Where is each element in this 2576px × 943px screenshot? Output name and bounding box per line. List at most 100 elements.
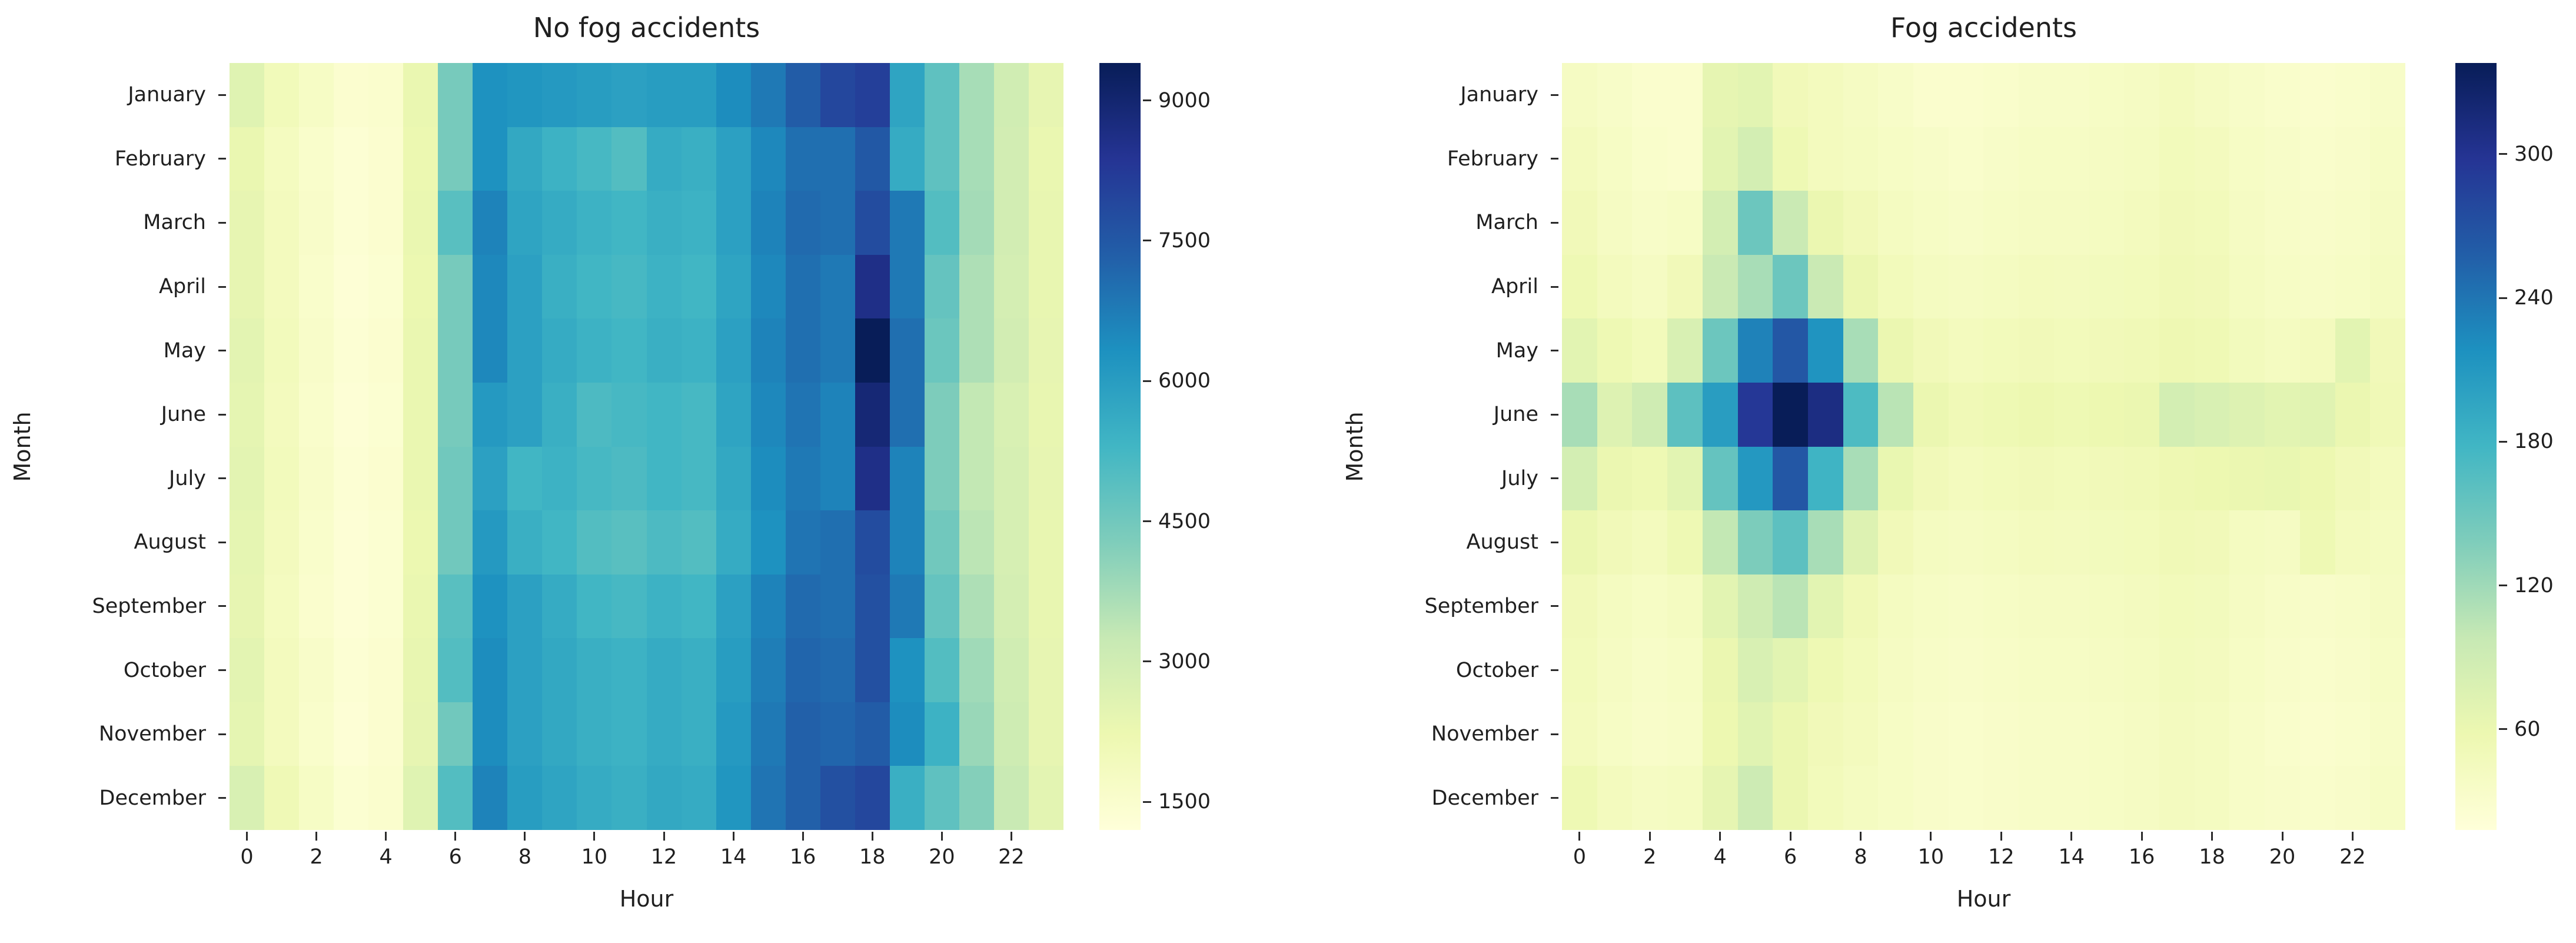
heatmap-cell xyxy=(2299,766,2335,830)
heatmap-cell xyxy=(473,446,508,511)
heatmap-cell xyxy=(264,254,300,319)
x-tick-label: 18 xyxy=(2199,845,2225,869)
heatmap-cell xyxy=(2019,63,2054,127)
heatmap-cell xyxy=(785,702,820,766)
heatmap-cell xyxy=(889,766,925,830)
heatmap-cell xyxy=(2124,63,2160,127)
y-tick-mark xyxy=(1551,733,1558,735)
x-tick-mark xyxy=(802,832,804,841)
heatmap-cell xyxy=(1843,766,1879,830)
heatmap-cell xyxy=(403,63,438,127)
heatmap-cell xyxy=(299,702,334,766)
heatmap-cell xyxy=(2335,63,2371,127)
colorbar-tick-label: 9000 xyxy=(1158,88,1211,112)
heatmap-cell xyxy=(820,510,855,575)
heatmap-cell xyxy=(264,510,300,575)
x-tick-label: 0 xyxy=(240,845,254,869)
heatmap-cell xyxy=(2053,63,2089,127)
heatmap-cell xyxy=(507,318,543,383)
x-tick-mark xyxy=(2000,832,2002,841)
y-tick-label: March xyxy=(1475,211,1538,235)
heatmap-cell xyxy=(820,191,855,255)
heatmap-cell xyxy=(646,766,682,830)
heatmap-cell xyxy=(646,574,682,639)
heatmap-cell xyxy=(368,510,404,575)
heatmap-cell xyxy=(1562,446,1597,511)
heatmap-cell xyxy=(1773,574,1808,639)
y-tick-label: July xyxy=(169,466,206,490)
heatmap-cell xyxy=(438,702,473,766)
heatmap-cell xyxy=(577,766,612,830)
heatmap-cell xyxy=(2089,254,2125,319)
heatmap-cell xyxy=(2265,318,2300,383)
heatmap-cell xyxy=(473,254,508,319)
heatmap-cell xyxy=(2124,254,2160,319)
heatmap-cell xyxy=(785,510,820,575)
heatmap-cell xyxy=(507,638,543,702)
heatmap-cell xyxy=(2265,382,2300,447)
heatmap-cell xyxy=(2194,127,2230,191)
heatmap-cell xyxy=(646,127,682,191)
heatmap-cell xyxy=(542,63,577,127)
heatmap-cell xyxy=(646,446,682,511)
heatmap-cell xyxy=(2370,446,2405,511)
heatmap-cell xyxy=(507,191,543,255)
heatmap-cell xyxy=(611,382,647,447)
heatmap-cell xyxy=(577,63,612,127)
heatmap-cell xyxy=(2194,510,2230,575)
heatmap-cell xyxy=(438,574,473,639)
heatmap-cell xyxy=(889,510,925,575)
heatmap-cell xyxy=(507,127,543,191)
heatmap-cell xyxy=(2019,766,2054,830)
heatmap-cell xyxy=(2053,191,2089,255)
y-tick-mark xyxy=(218,733,226,735)
heatmap-cell xyxy=(1773,254,1808,319)
heatmap-cell xyxy=(368,638,404,702)
heatmap-cell xyxy=(1562,63,1597,127)
heatmap-cell xyxy=(924,254,959,319)
heatmap-cell xyxy=(403,191,438,255)
heatmap-cell xyxy=(1983,254,2019,319)
heatmap-cell xyxy=(1878,702,1914,766)
colorbar-tick-mark xyxy=(1143,520,1151,523)
colorbar-tick-mark xyxy=(2499,297,2507,299)
heatmap-cell xyxy=(820,127,855,191)
heatmap-cell xyxy=(1667,63,1703,127)
heatmap-cell xyxy=(542,254,577,319)
heatmap-cell xyxy=(230,446,265,511)
heatmap-cell xyxy=(577,382,612,447)
x-tick-label: 20 xyxy=(2269,845,2296,869)
heatmap-cell xyxy=(1948,318,1984,383)
heatmap-cell xyxy=(1667,254,1703,319)
heatmap-cell xyxy=(611,127,647,191)
heatmap-cell xyxy=(1028,382,1063,447)
colorbar-tick-label: 60 xyxy=(2514,717,2541,741)
heatmap-cell xyxy=(2265,638,2300,702)
heatmap-cell xyxy=(1807,638,1843,702)
heatmap-cell xyxy=(750,638,786,702)
heatmap-cell xyxy=(473,382,508,447)
heatmap-cell xyxy=(1913,574,1949,639)
heatmap-cell xyxy=(750,254,786,319)
heatmap-cell xyxy=(1773,638,1808,702)
heatmap-cell xyxy=(507,446,543,511)
heatmap-cell xyxy=(368,318,404,383)
heatmap-cell xyxy=(820,318,855,383)
colorbar-tick-label: 6000 xyxy=(1158,369,1211,393)
heatmap-cell xyxy=(716,318,751,383)
heatmap-cell xyxy=(1632,766,1668,830)
heatmap-cell xyxy=(368,446,404,511)
heatmap-cell xyxy=(577,318,612,383)
heatmap-cell xyxy=(264,702,300,766)
colorbar-tick-mark xyxy=(2499,440,2507,443)
heatmap-cell xyxy=(299,63,334,127)
heatmap-cell xyxy=(2019,510,2054,575)
heatmap-cell xyxy=(1983,574,2019,639)
colorbar-tick-mark xyxy=(1143,240,1151,242)
heatmap-cell xyxy=(368,254,404,319)
heatmap-cell xyxy=(2194,191,2230,255)
heatmap-cell xyxy=(1667,574,1703,639)
heatmap-cell xyxy=(1843,318,1879,383)
heatmap-cell xyxy=(1948,574,1984,639)
heatmap-cell xyxy=(2299,318,2335,383)
